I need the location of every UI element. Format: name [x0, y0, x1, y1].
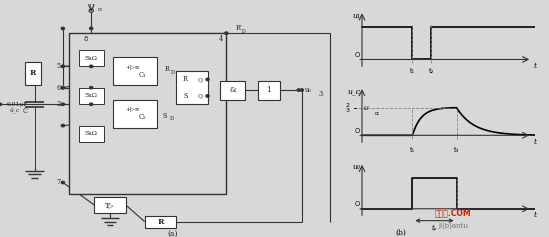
Circle shape	[89, 27, 93, 30]
Text: R: R	[164, 65, 169, 73]
Text: 6: 6	[56, 84, 60, 92]
Text: D: D	[242, 29, 246, 35]
Text: U: U	[88, 3, 94, 11]
Circle shape	[0, 103, 2, 105]
Text: 2: 2	[345, 103, 349, 108]
Text: ji(b)antu: ji(b)antu	[438, 223, 468, 229]
Bar	[79, 126, 104, 142]
Text: (b): (b)	[395, 229, 406, 237]
Circle shape	[300, 89, 304, 91]
Text: S: S	[163, 112, 167, 120]
Circle shape	[89, 87, 93, 89]
Text: R': R'	[236, 24, 243, 32]
Text: 3: 3	[318, 90, 323, 98]
Text: C₂: C₂	[138, 113, 146, 121]
Bar	[220, 81, 245, 100]
Circle shape	[61, 87, 64, 89]
Text: t: t	[534, 62, 537, 70]
Text: O: O	[354, 128, 360, 134]
Bar	[79, 88, 104, 104]
Bar	[258, 81, 280, 100]
Text: R: R	[183, 75, 188, 83]
Circle shape	[206, 78, 209, 81]
Text: cc: cc	[98, 7, 103, 12]
Text: tₚ: tₚ	[432, 225, 437, 231]
Bar	[94, 197, 126, 213]
Bar	[113, 57, 157, 85]
Text: 接线图.COM: 接线图.COM	[435, 209, 471, 218]
Text: u_c: u_c	[348, 88, 360, 96]
Text: 0.01μF: 0.01μF	[6, 102, 27, 107]
Text: 5kΩ: 5kΩ	[85, 131, 98, 137]
Text: Q̄: Q̄	[197, 93, 202, 99]
Bar	[176, 71, 208, 104]
Text: S: S	[183, 92, 188, 100]
Text: cc: cc	[374, 111, 380, 116]
Text: C₁: C₁	[138, 71, 146, 79]
Circle shape	[61, 87, 64, 89]
Circle shape	[61, 124, 64, 127]
Text: u₁: u₁	[352, 12, 360, 20]
Circle shape	[61, 181, 64, 184]
Text: C: C	[23, 107, 27, 115]
Text: +▷∞: +▷∞	[126, 108, 141, 113]
Circle shape	[206, 95, 209, 97]
Text: 4: 4	[219, 35, 223, 43]
Text: 7: 7	[56, 178, 60, 187]
Text: D: D	[171, 70, 175, 75]
Text: t₁: t₁	[410, 147, 415, 153]
Text: D: D	[169, 116, 173, 121]
Text: O: O	[354, 201, 360, 207]
Bar	[69, 33, 226, 194]
Text: t: t	[534, 211, 537, 219]
Circle shape	[225, 32, 228, 34]
Bar	[25, 62, 41, 85]
Circle shape	[89, 103, 93, 105]
Circle shape	[61, 103, 64, 105]
Text: &: &	[229, 86, 236, 94]
Text: û_c: û_c	[9, 108, 20, 114]
Text: 8: 8	[84, 35, 88, 43]
Text: (a): (a)	[167, 229, 178, 237]
Bar	[113, 100, 157, 128]
Text: Q: Q	[197, 77, 202, 82]
Text: 5kΩ: 5kΩ	[85, 93, 98, 99]
Circle shape	[61, 65, 64, 68]
Text: +▷∞: +▷∞	[126, 65, 141, 70]
Text: 1: 1	[266, 86, 271, 94]
Text: 2: 2	[56, 100, 60, 108]
Text: R: R	[30, 69, 36, 77]
Bar	[79, 50, 104, 66]
Text: O: O	[354, 52, 360, 58]
Bar	[144, 216, 176, 228]
Circle shape	[61, 27, 64, 30]
Text: t: t	[534, 138, 537, 146]
Text: 5: 5	[56, 62, 60, 70]
Circle shape	[297, 89, 300, 91]
Text: u₀: u₀	[305, 86, 312, 94]
Text: R: R	[157, 218, 164, 226]
Text: t₂: t₂	[429, 68, 434, 74]
Circle shape	[89, 65, 93, 68]
Text: U: U	[363, 106, 368, 111]
Text: t₃: t₃	[454, 147, 459, 153]
Text: t₁: t₁	[410, 68, 415, 74]
Text: T▷: T▷	[105, 201, 115, 209]
Text: 5kΩ: 5kΩ	[85, 55, 98, 61]
Text: u₀: u₀	[352, 164, 360, 172]
Text: 3: 3	[345, 108, 349, 113]
